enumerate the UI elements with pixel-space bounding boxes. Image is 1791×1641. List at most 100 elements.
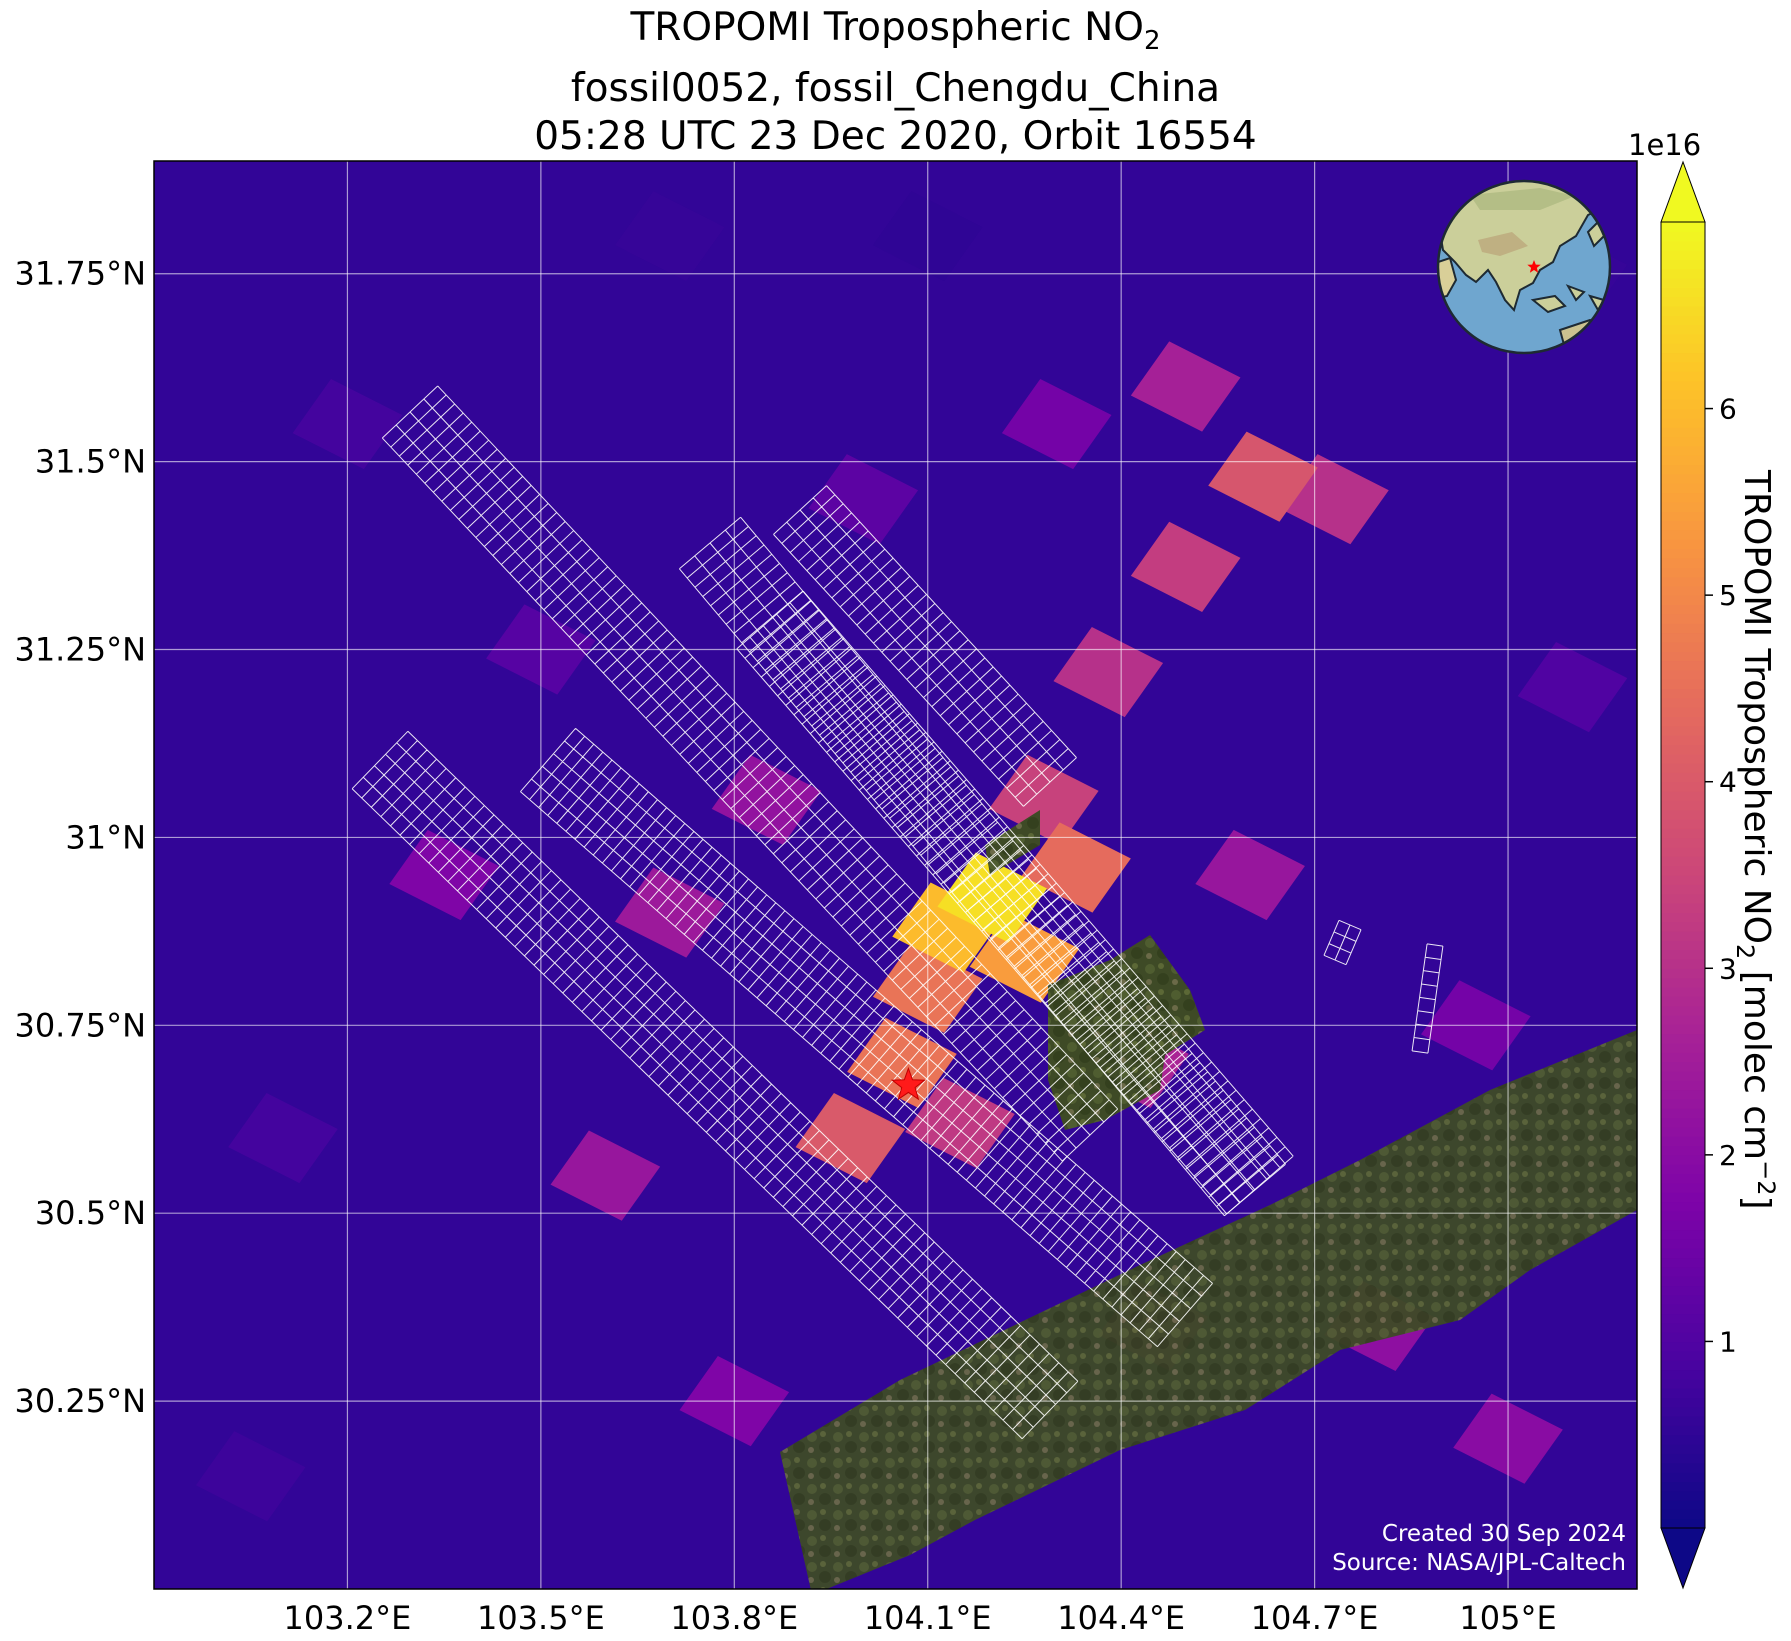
colorbar-segment: [1661, 231, 1705, 242]
colorbar-segment: [1661, 1294, 1705, 1305]
footprint-strip: [1411, 943, 1444, 1054]
colorbar-frame: [1660, 221, 1706, 1529]
colorbar-segment: [1661, 1304, 1705, 1315]
colorbar-segment: [1661, 893, 1705, 904]
footprint-strip: [773, 485, 1077, 807]
colorbar-segment: [1661, 1033, 1705, 1044]
colorbar-segment: [1661, 856, 1705, 867]
colorbar-segment: [1661, 1266, 1705, 1277]
colorbar-segment: [1661, 1042, 1705, 1053]
colorbar-segment: [1661, 865, 1705, 876]
colorbar-label-text: TROPOMI Tropospheric NO: [1736, 470, 1777, 944]
colorbar-segment: [1661, 1332, 1705, 1343]
no2-pixel: [795, 1092, 906, 1184]
colorbar-tick-label: 6: [1719, 393, 1737, 426]
colorbar-segment: [1661, 511, 1705, 522]
colorbar: 1 2 3 4 5 6: [1660, 160, 1737, 1590]
colorbar-segment: [1661, 1350, 1705, 1361]
colorbar-segment: [1661, 1416, 1705, 1426]
globe-relief-himalaya: [1478, 232, 1528, 256]
colorbar-segment: [1661, 455, 1705, 466]
colorbar-segment: [1661, 1070, 1705, 1081]
colorbar-segment: [1661, 716, 1705, 727]
no2-pixel: [195, 1431, 306, 1522]
no2-pixel: [1130, 521, 1241, 612]
colorbar-segment: [1661, 296, 1705, 307]
colorbar-segment: [1661, 305, 1705, 316]
colorbar-segment: [1661, 744, 1705, 755]
colorbar-segment: [1661, 1108, 1705, 1119]
colorbar-segment: [1661, 1248, 1705, 1259]
lon-tick-label: 105°E: [1459, 1599, 1556, 1637]
colorbar-tick-label: 2: [1719, 1139, 1737, 1172]
colorbar-segment: [1661, 1313, 1705, 1324]
no2-pixel: [615, 191, 725, 282]
colorbar-segment: [1661, 1154, 1705, 1165]
map-area: [154, 161, 1637, 1589]
colorbar-segment: [1661, 315, 1705, 326]
latitude-tick-labels: 30.25°N 30.5°N 30.75°N 31°N 31.25°N 31.5°N 31.…: [14, 255, 146, 1420]
colorbar-segment: [1661, 669, 1705, 680]
no2-pixel: [550, 1130, 661, 1221]
colorbar-segment: [1661, 1360, 1705, 1371]
colorbar-segment: [1661, 1406, 1705, 1417]
colorbar-segment: [1661, 809, 1705, 820]
colorbar-segment: [1661, 949, 1705, 960]
chart-title: TROPOMI Tropospheric NO2 fossil0052, fos…: [154, 4, 1637, 161]
colorbar-segment: [1661, 380, 1705, 391]
colorbar-segment: [1661, 1089, 1705, 1100]
colorbar-segment: [1661, 483, 1705, 494]
colorbar-min-extend: [1660, 1527, 1706, 1590]
colorbar-segment: [1661, 1098, 1705, 1109]
colorbar-segment: [1661, 1472, 1705, 1482]
colorbar-segment: [1661, 464, 1705, 475]
no2-pixel: [1208, 431, 1318, 522]
colorbar-segment: [1661, 371, 1705, 382]
colorbar-segment: [1661, 417, 1705, 428]
graticule: [154, 161, 1637, 1589]
colorbar-ticks: 1 2 3 4 5 6: [1705, 393, 1737, 1358]
colorbar-segment: [1661, 1322, 1705, 1333]
globe-land-arabia: [1438, 256, 1458, 300]
colorbar-segment: [1661, 1024, 1705, 1035]
colorbar-segment: [1661, 800, 1705, 811]
lat-tick-label: 30.75°N: [14, 1006, 146, 1044]
observation-footprint-mesh: [351, 385, 1444, 1440]
colorbar-tick-label: 1: [1719, 1325, 1737, 1358]
colorbar-segment: [1661, 1378, 1705, 1389]
no2-pixel: [1195, 829, 1305, 921]
colorbar-segment: [1661, 660, 1705, 671]
colorbar-segment: [1661, 1014, 1705, 1025]
colorbar-segment: [1661, 884, 1705, 895]
colorbar-segment: [1661, 1257, 1705, 1268]
colorbar-segment: [1661, 268, 1705, 279]
lon-tick-label: 104.1°E: [864, 1599, 992, 1637]
footprint-strip: [520, 727, 1213, 1348]
colorbar-segment: [1661, 837, 1705, 848]
imagery-swath: [780, 1030, 1637, 1589]
colorbar-segment: [1661, 277, 1705, 288]
colorbar-segment: [1661, 763, 1705, 773]
colorbar-segment: [1661, 1276, 1705, 1287]
colorbar-segment: [1661, 921, 1705, 932]
lat-tick-label: 30.25°N: [14, 1382, 146, 1420]
globe-location-star: [1527, 260, 1541, 273]
colorbar-segment: [1661, 1369, 1705, 1380]
colorbar-segment: [1661, 1509, 1705, 1520]
title-line-1: TROPOMI Tropospheric NO2: [154, 4, 1637, 65]
colorbar-segment: [1661, 1005, 1705, 1016]
credit-source: Source: NASA/JPL-Caltech: [1332, 1550, 1626, 1576]
colorbar-segment: [1661, 1220, 1705, 1231]
lon-tick-label: 104.4°E: [1057, 1599, 1185, 1637]
colorbar-segment: [1661, 1481, 1705, 1492]
colorbar-segment: [1661, 1229, 1705, 1240]
site-star-marker: [890, 1066, 926, 1101]
colorbar-segment: [1661, 679, 1705, 690]
colorbar-segment: [1661, 632, 1705, 643]
colorbar-segment: [1661, 1238, 1705, 1249]
colorbar-label-superscript: −2: [1752, 1160, 1780, 1196]
no2-pixel: [988, 754, 1099, 845]
colorbar-tick-label: 3: [1719, 952, 1737, 985]
footprint-strip: [351, 730, 1079, 1440]
